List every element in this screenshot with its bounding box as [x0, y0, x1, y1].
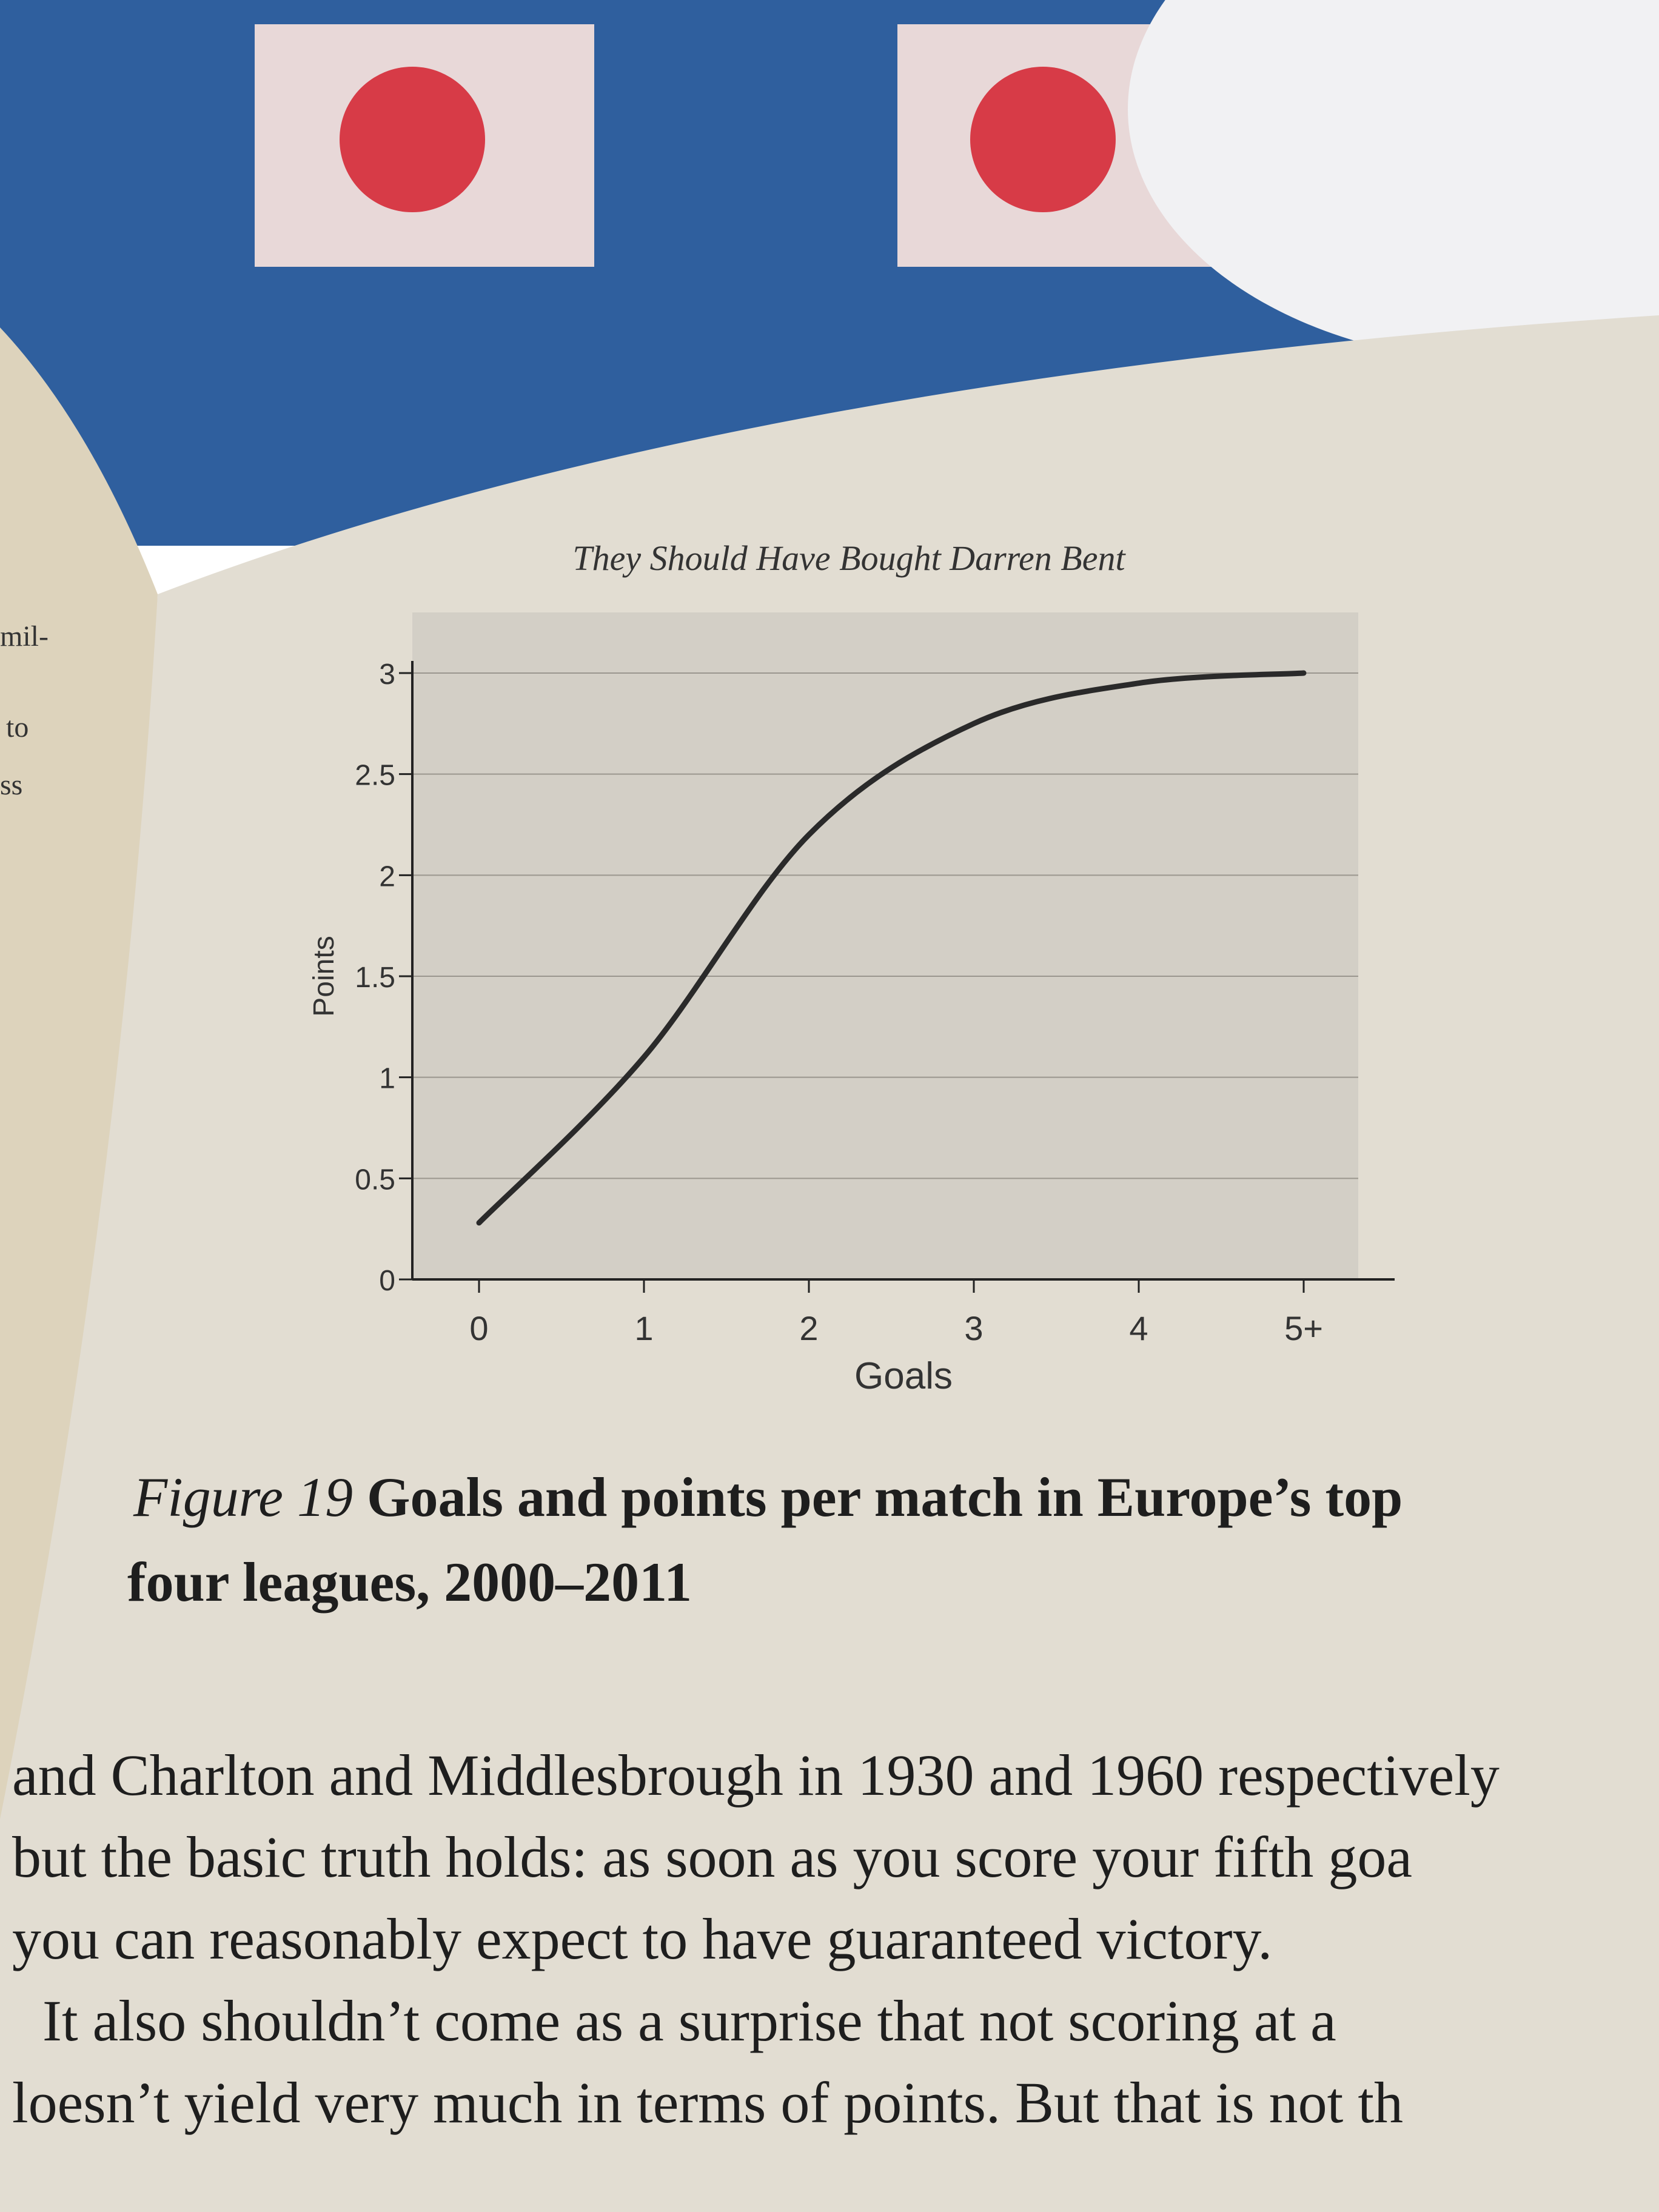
y-tick-label: 0: [379, 1265, 395, 1297]
figure-caption: four leagues, 2000–2011: [127, 1551, 692, 1613]
line-series: [476, 670, 1307, 1226]
tablecloth-flower: [340, 67, 485, 212]
tablecloth-flower: [970, 67, 1116, 212]
y-axis-label: Points: [308, 936, 340, 1016]
x-tick-label: 3: [964, 1309, 983, 1347]
y-tick-label: 0.5: [355, 1164, 395, 1196]
caption-label: Figure 19: [133, 1466, 353, 1528]
x-tick-label: 2: [799, 1309, 818, 1347]
caption-text: Goals and points per match in Europe’s t…: [367, 1466, 1403, 1528]
left-page-text: ss: [0, 769, 22, 801]
y-tick-label: 2.5: [355, 760, 395, 792]
figure-caption: Figure 19 Goals and points per match in …: [133, 1466, 1403, 1528]
left-page-text: mil-: [0, 620, 49, 652]
x-tick-label: 0: [469, 1309, 488, 1347]
running-head: They Should Have Bought Darren Bent: [572, 538, 1126, 578]
body-line: but the basic truth holds: as soon as yo…: [12, 1825, 1412, 1889]
y-tick-label: 2: [379, 860, 395, 893]
body-line: It also shouldn’t come as a surprise tha…: [42, 1988, 1336, 2053]
x-axis-label: Goals: [854, 1355, 953, 1397]
body-text: and Charlton and Middlesbrough in 1930 a…: [12, 1743, 1500, 2135]
chart: 0 0.5 1 1.5 2 2.5 3 0 1 2 3 4 5+ Goals Points: [308, 612, 1395, 1397]
y-tick-label: 3: [379, 659, 395, 691]
y-tick-label: 1: [379, 1063, 395, 1095]
x-tick-label: 5+: [1284, 1309, 1323, 1347]
left-page-text: to: [6, 711, 28, 743]
body-line: loesn’t yield very much in terms of poin…: [12, 2070, 1403, 2135]
y-tick-label: 1.5: [355, 962, 395, 994]
x-tick-label: 4: [1129, 1309, 1148, 1347]
body-line: and Charlton and Middlesbrough in 1930 a…: [12, 1743, 1500, 1808]
x-tick-label: 1: [634, 1309, 653, 1347]
body-line: you can reasonably expect to have guaran…: [12, 1906, 1272, 1971]
plate: [1128, 0, 1659, 364]
plot-background: [412, 612, 1358, 1279]
